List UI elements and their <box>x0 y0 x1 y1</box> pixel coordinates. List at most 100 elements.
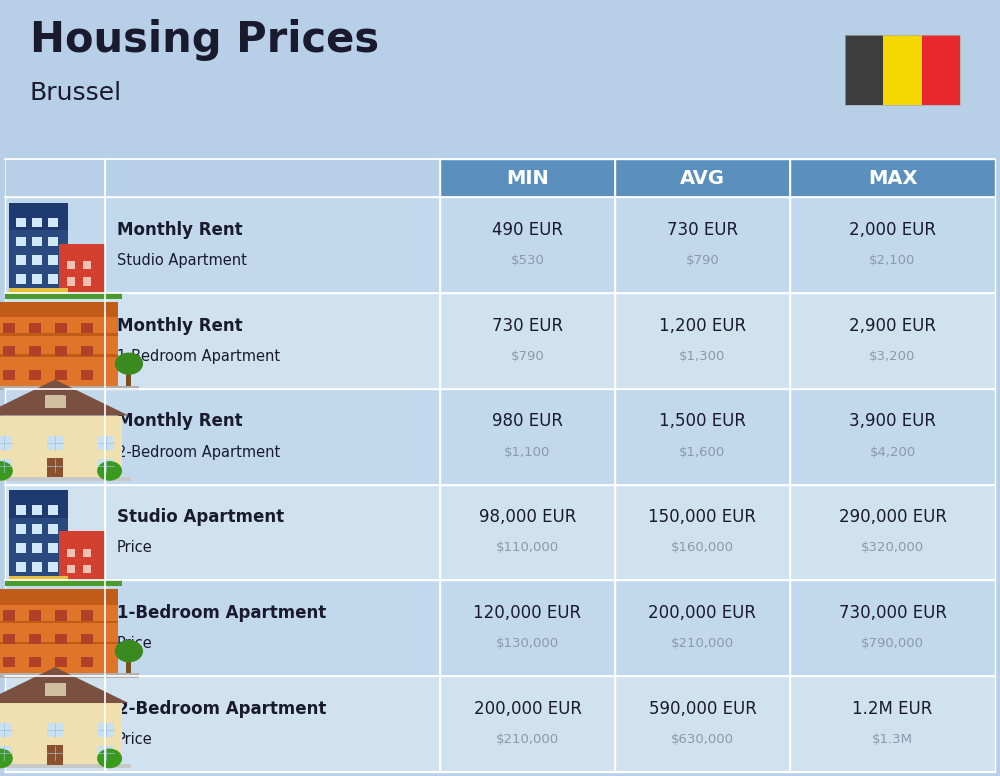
Text: Monthly Rent: Monthly Rent <box>117 220 243 239</box>
Text: $210,000: $210,000 <box>496 733 559 746</box>
FancyBboxPatch shape <box>55 346 67 356</box>
Text: Price: Price <box>117 732 153 747</box>
FancyBboxPatch shape <box>32 237 42 246</box>
FancyBboxPatch shape <box>48 543 58 553</box>
FancyBboxPatch shape <box>105 159 440 197</box>
FancyBboxPatch shape <box>615 389 790 484</box>
Text: Brussel: Brussel <box>30 81 122 106</box>
FancyBboxPatch shape <box>32 562 42 572</box>
FancyBboxPatch shape <box>32 255 42 265</box>
FancyBboxPatch shape <box>16 524 26 534</box>
FancyBboxPatch shape <box>83 549 91 557</box>
FancyBboxPatch shape <box>0 459 12 473</box>
Text: Monthly Rent: Monthly Rent <box>117 412 243 431</box>
FancyBboxPatch shape <box>0 476 131 480</box>
FancyBboxPatch shape <box>16 505 26 515</box>
Text: 200,000 EUR: 200,000 EUR <box>648 604 757 622</box>
FancyBboxPatch shape <box>3 633 15 644</box>
FancyBboxPatch shape <box>81 657 93 667</box>
Text: 200,000 EUR: 200,000 EUR <box>474 700 582 718</box>
FancyBboxPatch shape <box>44 395 66 408</box>
Text: 590,000 EUR: 590,000 EUR <box>649 700 756 718</box>
FancyBboxPatch shape <box>615 676 790 772</box>
FancyBboxPatch shape <box>5 580 105 676</box>
Text: 150,000 EUR: 150,000 EUR <box>648 508 757 526</box>
FancyBboxPatch shape <box>48 524 58 534</box>
FancyBboxPatch shape <box>5 676 105 772</box>
FancyBboxPatch shape <box>48 562 58 572</box>
FancyBboxPatch shape <box>790 389 995 484</box>
Text: Price: Price <box>117 636 153 651</box>
Text: $1,300: $1,300 <box>679 350 726 362</box>
Text: $160,000: $160,000 <box>671 542 734 554</box>
Text: $1.3M: $1.3M <box>872 733 913 746</box>
FancyBboxPatch shape <box>55 610 67 621</box>
FancyBboxPatch shape <box>16 217 26 227</box>
FancyBboxPatch shape <box>0 333 118 336</box>
FancyBboxPatch shape <box>845 35 883 105</box>
FancyBboxPatch shape <box>615 159 790 197</box>
FancyBboxPatch shape <box>883 35 922 105</box>
FancyBboxPatch shape <box>47 723 63 737</box>
FancyBboxPatch shape <box>16 237 26 246</box>
FancyBboxPatch shape <box>790 580 995 676</box>
FancyBboxPatch shape <box>105 676 440 772</box>
FancyBboxPatch shape <box>29 323 41 333</box>
Text: Studio Apartment: Studio Apartment <box>117 508 284 526</box>
Text: $4,200: $4,200 <box>869 445 916 459</box>
FancyBboxPatch shape <box>47 459 63 473</box>
FancyBboxPatch shape <box>615 293 790 389</box>
FancyBboxPatch shape <box>67 549 75 557</box>
FancyBboxPatch shape <box>29 369 41 380</box>
FancyBboxPatch shape <box>0 436 12 449</box>
FancyBboxPatch shape <box>5 293 122 299</box>
Text: 290,000 EUR: 290,000 EUR <box>839 508 947 526</box>
FancyBboxPatch shape <box>440 159 615 197</box>
FancyBboxPatch shape <box>0 764 131 768</box>
FancyBboxPatch shape <box>105 484 440 580</box>
FancyBboxPatch shape <box>0 354 118 357</box>
Text: Studio Apartment: Studio Apartment <box>117 253 247 268</box>
FancyBboxPatch shape <box>105 580 440 676</box>
Circle shape <box>0 462 12 480</box>
FancyBboxPatch shape <box>29 346 41 356</box>
Text: $1,100: $1,100 <box>504 445 551 459</box>
FancyBboxPatch shape <box>3 657 15 667</box>
FancyBboxPatch shape <box>0 642 118 644</box>
FancyBboxPatch shape <box>105 293 440 389</box>
FancyBboxPatch shape <box>0 302 118 386</box>
FancyBboxPatch shape <box>440 484 615 580</box>
FancyBboxPatch shape <box>440 580 615 676</box>
FancyBboxPatch shape <box>48 255 58 265</box>
FancyBboxPatch shape <box>9 490 68 581</box>
FancyBboxPatch shape <box>32 217 42 227</box>
FancyBboxPatch shape <box>0 621 118 623</box>
FancyBboxPatch shape <box>81 346 93 356</box>
FancyBboxPatch shape <box>48 237 58 246</box>
FancyBboxPatch shape <box>790 293 995 389</box>
Text: 1-Bedroom Apartment: 1-Bedroom Apartment <box>117 604 326 622</box>
Text: MIN: MIN <box>506 168 549 188</box>
FancyBboxPatch shape <box>59 244 105 294</box>
Text: $210,000: $210,000 <box>671 637 734 650</box>
Circle shape <box>115 641 142 662</box>
FancyBboxPatch shape <box>0 747 12 760</box>
FancyBboxPatch shape <box>0 386 139 390</box>
FancyBboxPatch shape <box>9 203 68 294</box>
Text: $530: $530 <box>511 254 544 267</box>
FancyBboxPatch shape <box>16 562 26 572</box>
Text: 980 EUR: 980 EUR <box>492 412 563 431</box>
FancyBboxPatch shape <box>32 543 42 553</box>
FancyBboxPatch shape <box>67 565 75 573</box>
Polygon shape <box>0 379 128 415</box>
Circle shape <box>115 353 142 374</box>
Text: 730,000 EUR: 730,000 EUR <box>839 604 947 622</box>
Text: $790: $790 <box>511 350 544 362</box>
FancyBboxPatch shape <box>5 484 105 580</box>
FancyBboxPatch shape <box>48 505 58 515</box>
Text: $320,000: $320,000 <box>861 542 924 554</box>
Text: $790: $790 <box>686 254 719 267</box>
FancyBboxPatch shape <box>29 610 41 621</box>
FancyBboxPatch shape <box>48 217 58 227</box>
FancyBboxPatch shape <box>98 436 114 449</box>
